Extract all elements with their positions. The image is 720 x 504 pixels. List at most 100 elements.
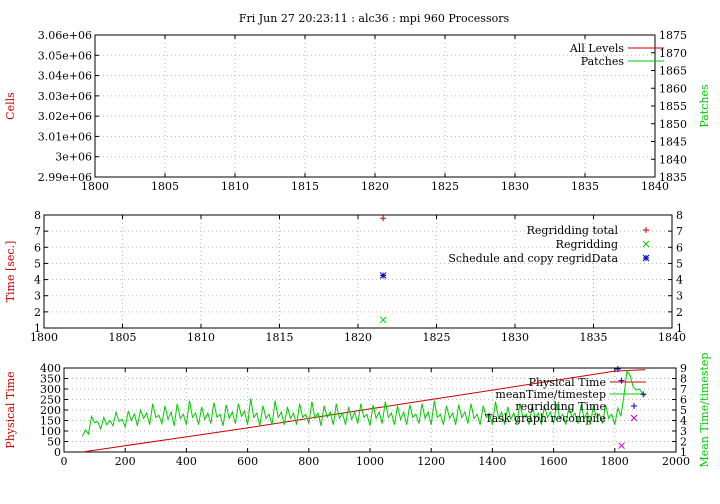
y-tick-label: 50 xyxy=(47,436,61,449)
legend-label: All Levels xyxy=(569,42,625,55)
y-tick-label: 2 xyxy=(34,306,41,319)
y2-tick-label: 8 xyxy=(680,373,687,386)
y2-tick-label: 1 xyxy=(680,446,687,459)
y2-tick-label: 2 xyxy=(676,306,683,319)
legend-swatch xyxy=(642,240,650,248)
y2-tick-label: 3 xyxy=(680,425,687,438)
y2-tick-label: 7 xyxy=(680,383,687,396)
chart-title: Fri Jun 27 20:23:11 : alc36 : mpi 960 Pr… xyxy=(239,12,510,25)
y2-tick-label: 1850 xyxy=(659,118,687,131)
x-tick-label: 1815 xyxy=(266,331,294,344)
x-tick-label: 1810 xyxy=(221,180,249,193)
cells-patches-panel: 1800 1805 1810 1815 1820 1825 1830 1835 18402.99… xyxy=(4,29,711,193)
y2-tick-label: 1 xyxy=(676,322,683,335)
y2-tick-label: 1835 xyxy=(659,171,687,184)
y2-tick-label: 9 xyxy=(680,362,687,375)
x-tick-label: 1600 xyxy=(540,455,568,468)
data-point xyxy=(618,442,625,450)
y-tick-label: 3.02e+06 xyxy=(38,110,92,123)
data-point xyxy=(618,377,625,384)
x-tick-label: 1840 xyxy=(641,180,669,193)
y-tick-label: 0 xyxy=(54,446,61,459)
legend-label: Task graph recompile xyxy=(485,412,606,425)
y-tick-label: 150 xyxy=(40,415,61,428)
x-tick-label: 1805 xyxy=(151,180,179,193)
y2-tick-label: 7 xyxy=(676,225,683,238)
data-point xyxy=(379,272,387,279)
legend-label: Regridding xyxy=(556,238,618,251)
series-line xyxy=(82,369,646,453)
legend-label: Schedule and copy regridData xyxy=(448,252,618,265)
y2-tick-label: 8 xyxy=(676,209,683,222)
x-tick-label: 800 xyxy=(298,455,319,468)
x-tick-label: 1825 xyxy=(431,180,459,193)
x-tick-label: 1805 xyxy=(109,331,137,344)
x-tick-label: 0 xyxy=(61,455,68,468)
legend-swatch xyxy=(630,414,638,422)
y-axis-label: Cells xyxy=(4,92,17,120)
x-tick-label: 1815 xyxy=(291,180,319,193)
legend-swatch xyxy=(631,403,637,409)
y2-tick-label: 1875 xyxy=(659,29,687,42)
x-tick-label: 200 xyxy=(115,455,136,468)
y-tick-label: 3.03e+06 xyxy=(38,90,92,103)
legend-swatch xyxy=(643,227,649,233)
x-tick-label: 1835 xyxy=(580,331,608,344)
y-tick-label: 100 xyxy=(40,425,61,438)
legend-swatch xyxy=(642,254,650,262)
legend-label: regridding Time xyxy=(515,400,606,413)
y2-tick-label: 1840 xyxy=(659,153,687,166)
x-tick-label: 1840 xyxy=(658,331,686,344)
y2-tick-label: 6 xyxy=(676,241,683,254)
regridding-time-panel: 1800 1805 1810 1815 1820 1825 1830 1835 18401234… xyxy=(4,209,686,344)
y-tick-label: 3.06e+06 xyxy=(38,29,92,42)
y-tick-label: 4 xyxy=(34,274,41,287)
y-tick-label: 3.05e+06 xyxy=(38,49,92,62)
y-tick-label: 400 xyxy=(40,362,61,375)
x-tick-label: 1820 xyxy=(361,180,389,193)
x-tick-label: 1800 xyxy=(30,331,58,344)
x-tick-label: 1400 xyxy=(478,455,506,468)
y-tick-label: 250 xyxy=(40,394,61,407)
x-tick-label: 1200 xyxy=(417,455,445,468)
legend-label: Physical Time xyxy=(529,376,606,389)
y2-tick-label: 1845 xyxy=(659,136,687,149)
y-tick-label: 3e+06 xyxy=(55,151,92,164)
legend-label: Regridding total xyxy=(527,224,619,237)
y-tick-label: 1 xyxy=(34,322,41,335)
y2-tick-label: 6 xyxy=(680,394,687,407)
y2-tick-label: 2 xyxy=(680,436,687,449)
y2-tick-label: 1865 xyxy=(659,65,687,78)
x-tick-label: 1830 xyxy=(501,180,529,193)
y-tick-label: 5 xyxy=(34,257,41,270)
y2-tick-label: 1870 xyxy=(659,47,687,60)
data-point xyxy=(380,215,387,222)
y2-axis-label: Mean Time/timestep xyxy=(698,353,711,468)
y-tick-label: 300 xyxy=(40,383,61,396)
y2-tick-label: 5 xyxy=(680,404,687,417)
y-tick-label: 3.01e+06 xyxy=(38,130,92,143)
y-tick-label: 2.99e+06 xyxy=(38,171,92,184)
x-tick-label: 1800 xyxy=(81,180,109,193)
physical-time-panel: 0 200 400 600 800 1000 1200 1400 1600 1800 2000050… xyxy=(4,353,711,468)
y2-tick-label: 3 xyxy=(676,290,683,303)
y2-tick-label: 1860 xyxy=(659,82,687,95)
series-line xyxy=(81,369,646,437)
y-tick-label: 3.04e+06 xyxy=(38,70,92,83)
y-tick-label: 350 xyxy=(40,373,61,386)
x-tick-label: 400 xyxy=(176,455,197,468)
y-tick-label: 6 xyxy=(34,241,41,254)
legend-label: meanTime/timestep xyxy=(495,388,606,401)
y-tick-label: 3 xyxy=(34,290,41,303)
y2-tick-label: 1855 xyxy=(659,100,687,113)
y-tick-label: 200 xyxy=(40,404,61,417)
y2-tick-label: 4 xyxy=(676,274,683,287)
y-axis-label: Time [sec.] xyxy=(4,241,17,303)
x-tick-label: 1830 xyxy=(501,331,529,344)
y-axis-label: Physical Time xyxy=(4,371,17,448)
x-tick-label: 1820 xyxy=(344,331,372,344)
x-tick-label: 2000 xyxy=(662,455,690,468)
x-tick-label: 600 xyxy=(237,455,258,468)
y2-tick-label: 4 xyxy=(680,415,687,428)
